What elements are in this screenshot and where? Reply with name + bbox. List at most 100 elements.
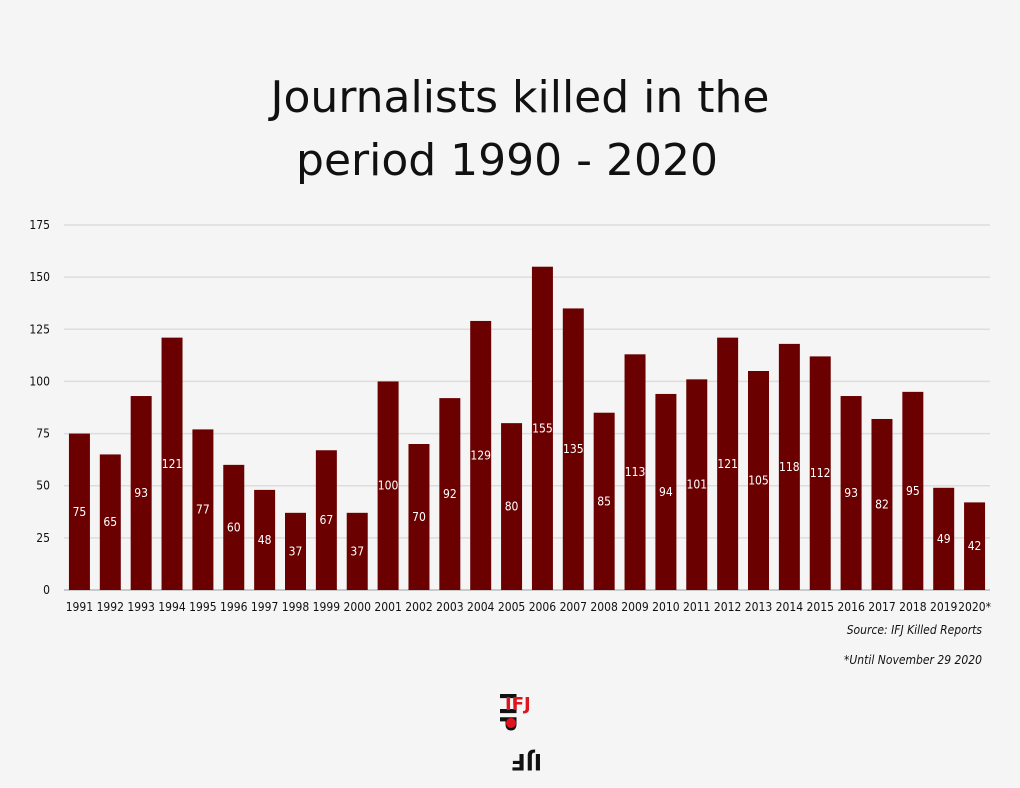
x-tick-label: 1996 [220, 600, 248, 614]
x-tick-label: 1997 [251, 600, 278, 614]
data-label: 92 [443, 487, 457, 501]
data-label: 49 [937, 532, 951, 546]
bar [624, 354, 646, 590]
x-tick-label: 2013 [745, 600, 772, 614]
x-tick-label: 2009 [621, 600, 649, 614]
y-tick-label: 25 [36, 531, 50, 545]
data-label: 60 [227, 520, 241, 534]
bar [717, 337, 739, 590]
bar [902, 391, 924, 590]
bar [254, 489, 276, 590]
y-tick-label: 75 [36, 427, 50, 441]
logo-top-text: IFJ [505, 694, 531, 715]
data-label: 135 [563, 442, 584, 456]
data-label: 94 [659, 485, 673, 499]
bar [439, 398, 461, 590]
x-tick-label: 1994 [158, 600, 186, 614]
bar [223, 464, 245, 590]
x-tick-label: 2019 [930, 600, 958, 614]
data-label: 67 [319, 513, 333, 527]
data-label: 82 [875, 497, 889, 511]
data-label: 121 [162, 457, 183, 471]
data-label: 37 [350, 544, 364, 558]
x-tick-label: 2017 [868, 600, 895, 614]
bar [778, 343, 800, 590]
data-label: 95 [906, 484, 920, 498]
data-label: 65 [103, 515, 117, 529]
x-tick-label: 2016 [837, 600, 865, 614]
gridlines [64, 224, 990, 591]
bar [99, 454, 121, 590]
footnote: *Until November 29 2020 [844, 653, 982, 667]
chart-title: Journalists killed in the period 1990 - … [268, 72, 770, 186]
x-tick-label: 2018 [899, 600, 927, 614]
data-label: 42 [968, 539, 982, 553]
data-label: 118 [779, 460, 800, 474]
chart-title-line-2: period 1990 - 2020 [296, 135, 718, 186]
y-tick-label: 50 [36, 479, 50, 493]
bar [593, 412, 615, 590]
bar [655, 393, 677, 590]
data-label: 121 [717, 457, 738, 471]
bar [285, 512, 306, 590]
data-label: 112 [810, 466, 831, 480]
x-tick-label: 1992 [97, 600, 124, 614]
x-tick-label: 2012 [714, 600, 741, 614]
data-label: 155 [532, 421, 553, 435]
bars [68, 266, 986, 590]
y-axis-ticks: 0 25 50 75 100 125 150 175 [29, 218, 50, 597]
bar [68, 433, 90, 590]
bar [501, 423, 523, 590]
bar [531, 266, 553, 590]
x-tick-label: 2008 [590, 600, 618, 614]
data-label: 105 [748, 474, 769, 488]
bar [809, 356, 831, 590]
data-label: 75 [73, 505, 87, 519]
x-tick-label: 2001 [374, 600, 401, 614]
y-tick-label: 175 [29, 218, 50, 232]
x-tick-label: 2015 [806, 600, 833, 614]
x-tick-label: 1993 [127, 600, 154, 614]
data-label: 80 [505, 500, 519, 514]
bar [933, 487, 955, 590]
y-tick-label: 150 [29, 270, 50, 284]
data-label: 113 [625, 465, 646, 479]
x-tick-label: 2020* [958, 600, 991, 614]
logo-bottom-text: IJF [511, 748, 542, 773]
data-label: 93 [134, 486, 148, 500]
y-tick-label: 100 [29, 374, 50, 388]
bar [161, 337, 183, 590]
logo-dot-icon [506, 718, 516, 728]
y-tick-label: 0 [43, 583, 50, 597]
data-label: 48 [258, 533, 272, 547]
x-tick-label: 2003 [436, 600, 463, 614]
bar [346, 512, 368, 590]
x-tick-label: 2002 [405, 600, 432, 614]
chart-title-line-1: Journalists killed in the [268, 72, 770, 123]
bar [686, 379, 708, 590]
x-tick-label: 1999 [313, 600, 341, 614]
bar [748, 371, 769, 590]
bar [315, 450, 337, 590]
x-tick-label: 2011 [683, 600, 710, 614]
data-label: 37 [289, 544, 303, 558]
x-tick-label: 2005 [498, 600, 525, 614]
data-label: 70 [412, 510, 426, 524]
bar [130, 396, 152, 590]
data-label: 77 [196, 503, 210, 517]
data-label: 85 [597, 494, 611, 508]
x-tick-label: 2007 [560, 600, 587, 614]
data-label: 93 [844, 486, 858, 500]
bar [408, 444, 430, 590]
bar [470, 320, 492, 590]
ifj-logo: FIP IFJ IJF [494, 692, 542, 773]
x-tick-label: 2010 [652, 600, 680, 614]
x-tick-label: 1998 [282, 600, 310, 614]
x-tick-label: 1991 [66, 600, 93, 614]
x-tick-label: 2004 [467, 600, 495, 614]
x-tick-label: 2014 [776, 600, 804, 614]
data-label: 101 [686, 478, 707, 492]
bar [840, 396, 862, 590]
x-tick-label: 2000 [343, 600, 371, 614]
